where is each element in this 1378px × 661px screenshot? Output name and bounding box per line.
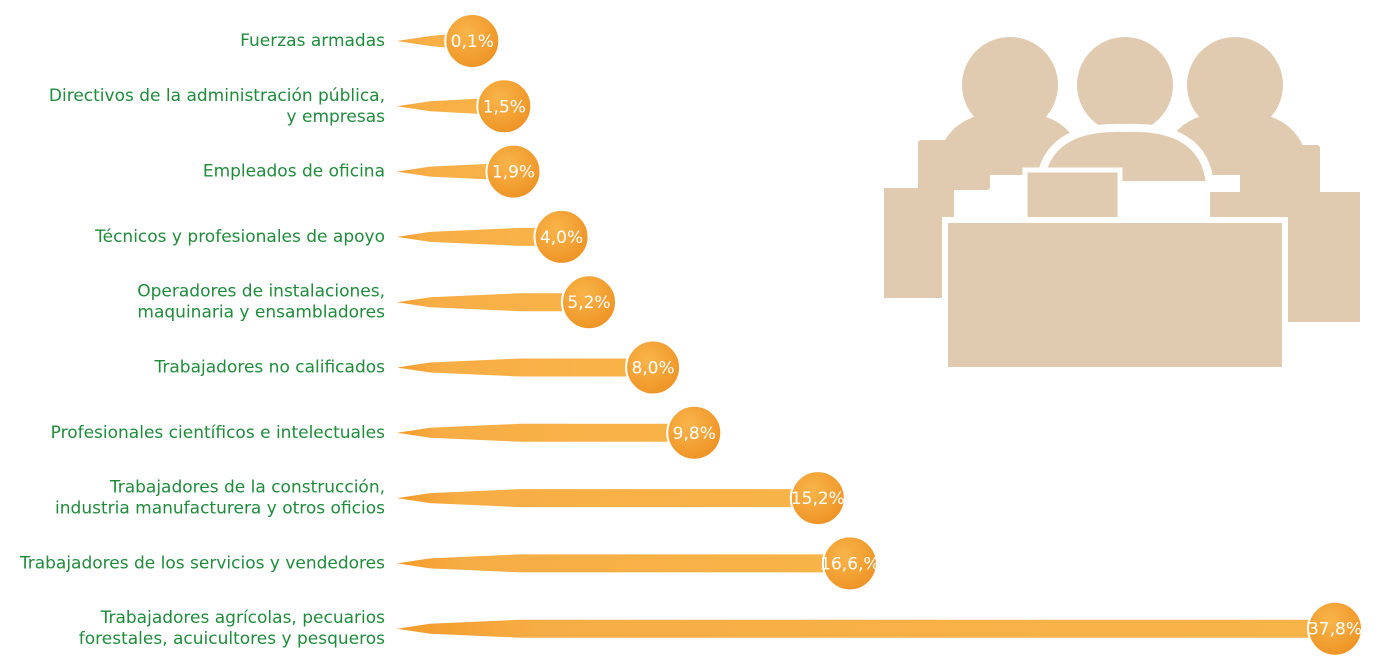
value-label: 4,0%	[540, 228, 583, 248]
category-label-line: industria manufacturera y otros oficios	[55, 499, 385, 519]
bar	[397, 554, 850, 572]
bar	[397, 620, 1335, 638]
bar	[397, 293, 589, 311]
value-label: 37,8%	[1308, 620, 1362, 640]
value-label: 8,0%	[631, 359, 674, 379]
value-label: 1,5%	[483, 97, 526, 117]
category-label-line: Técnicos y profesionales de apoyo	[94, 227, 385, 247]
bar	[397, 424, 694, 442]
bar	[397, 359, 653, 377]
category-label-line: Profesionales científicos e intelectuale…	[51, 423, 385, 443]
category-label-line: forestales, acuicultores y pesqueros	[79, 629, 385, 649]
category-label: Fuerzas armadas	[240, 31, 385, 51]
category-label-line: y empresas	[287, 107, 386, 127]
category-label: Operadores de instalaciones,maquinaria y…	[137, 282, 385, 323]
category-label: Técnicos y profesionales de apoyo	[94, 227, 385, 247]
category-label: Empleados de oficina	[203, 162, 385, 182]
value-label: 9,8%	[673, 424, 716, 444]
category-label: Trabajadores de los servicios y vendedor…	[19, 553, 385, 573]
value-label: 5,2%	[567, 293, 610, 313]
category-label-line: Directivos de la administración pública,	[49, 86, 385, 106]
category-label-line: Trabajadores de los servicios y vendedor…	[19, 553, 385, 573]
category-label-line: maquinaria y ensambladores	[137, 303, 385, 323]
category-label-line: Trabajadores no calificados	[154, 358, 386, 378]
bar	[397, 489, 818, 507]
value-label: 15,2%	[791, 489, 845, 509]
value-label: 0,1%	[451, 32, 494, 52]
category-label-line: Operadores de instalaciones,	[137, 282, 385, 302]
chart: Fuerzas armadas 0,1% Directivos de la admi…	[0, 0, 1378, 661]
people-icon	[884, 33, 1360, 370]
category-label-line: Empleados de oficina	[203, 162, 385, 182]
value-label: 16,6,%	[820, 554, 879, 574]
category-label: Trabajadores no calificados	[154, 358, 386, 378]
category-label: Profesionales científicos e intelectuale…	[51, 423, 385, 443]
category-label-line: Trabajadores agrícolas, pecuarios	[100, 608, 386, 628]
category-label: Trabajadores de la construcción,industri…	[55, 478, 385, 519]
category-label-line: Trabajadores de la construcción,	[109, 478, 385, 498]
value-label: 1,9%	[492, 163, 535, 183]
category-label-line: Fuerzas armadas	[240, 31, 385, 51]
category-label: Directivos de la administración pública,…	[49, 86, 385, 127]
